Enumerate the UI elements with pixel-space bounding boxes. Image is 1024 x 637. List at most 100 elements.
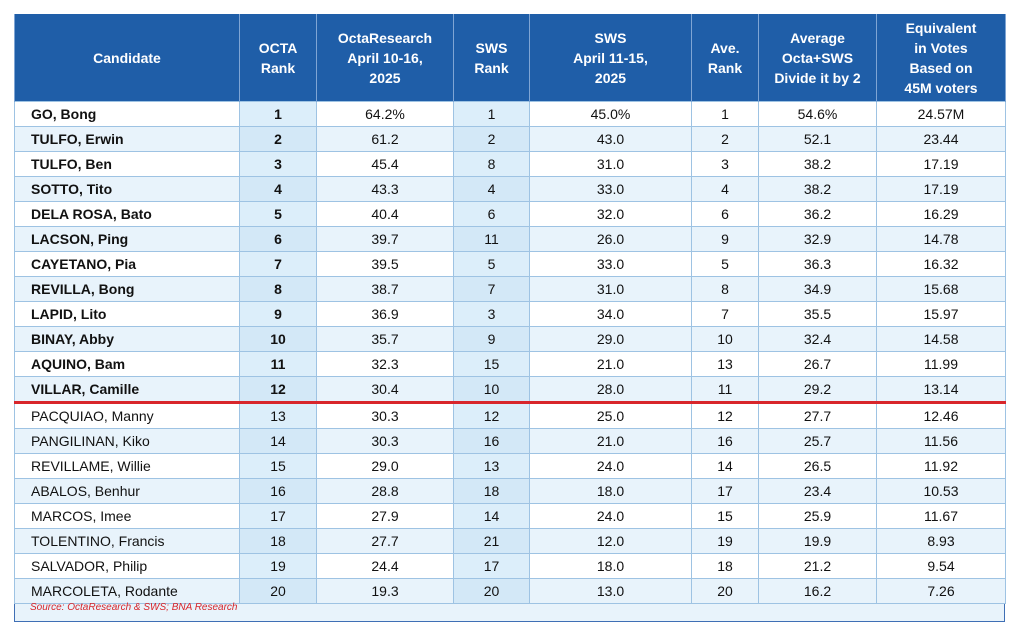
table-row: REVILLA, Bong 8 38.7 7 31.0 8 34.9 15.68 (14, 276, 1006, 302)
cell-sws-rank: 3 (453, 301, 530, 327)
cell-octa-rank: 3 (239, 151, 317, 177)
table-body: GO, Bong 1 64.2% 1 45.0% 1 54.6% 24.57M TULFO, E… (14, 101, 1006, 604)
header-line: 45M voters (904, 79, 978, 96)
cell-average: 38.2 (758, 151, 877, 177)
cell-candidate: REVILLAME, Willie (14, 453, 240, 479)
cell-average: 36.3 (758, 251, 877, 277)
cell-ave-rank: 20 (691, 578, 759, 604)
cell-sws-rank: 17 (453, 553, 530, 579)
cell-candidate: MARCOS, Imee (14, 503, 240, 529)
header-line: OCTA (258, 39, 298, 56)
table-row: BINAY, Abby 10 35.7 9 29.0 10 32.4 14.58 (14, 326, 1006, 352)
cell-octa-rank: 6 (239, 226, 317, 252)
cell-sws-rank: 7 (453, 276, 530, 302)
cell-octa-rank: 5 (239, 201, 317, 227)
cell-octa-rank: 10 (239, 326, 317, 352)
cell-sws-pct: 32.0 (529, 201, 692, 227)
cell-average: 32.4 (758, 326, 877, 352)
header-line: SWS (594, 29, 627, 46)
cell-sws-rank: 9 (453, 326, 530, 352)
cell-octa-rank: 1 (239, 101, 317, 127)
cell-ave-rank: 8 (691, 276, 759, 302)
cell-ave-rank: 18 (691, 553, 759, 579)
cell-octa-pct: 28.8 (316, 478, 454, 504)
cell-sws-rank: 21 (453, 528, 530, 554)
cell-octa-pct: 39.7 (316, 226, 454, 252)
table-row: AQUINO, Bam 11 32.3 15 21.0 13 26.7 11.99 (14, 351, 1006, 377)
cell-ave-rank: 7 (691, 301, 759, 327)
cell-octa-pct: 30.3 (316, 402, 454, 429)
table-row: SOTTO, Tito 4 43.3 4 33.0 4 38.2 17.19 (14, 176, 1006, 202)
cell-ave-rank: 14 (691, 453, 759, 479)
table-row: PACQUIAO, Manny 13 30.3 12 25.0 12 27.7 12.46 (14, 402, 1006, 429)
cell-candidate: VILLAR, Camille (14, 376, 240, 404)
cell-candidate: CAYETANO, Pia (14, 251, 240, 277)
cell-equivalent-votes: 12.46 (876, 402, 1006, 429)
cell-average: 25.7 (758, 428, 877, 454)
cell-sws-rank: 10 (453, 376, 530, 404)
cell-candidate: LAPID, Lito (14, 301, 240, 327)
cell-average: 27.7 (758, 402, 877, 429)
table-row: VILLAR, Camille 12 30.4 10 28.0 11 29.2 13.14 (14, 376, 1006, 404)
cell-equivalent-votes: 16.29 (876, 201, 1006, 227)
col-header-average: Average Octa+SWS Divide it by 2 (758, 14, 877, 102)
cell-candidate: DELA ROSA, Bato (14, 201, 240, 227)
cell-equivalent-votes: 11.99 (876, 351, 1006, 377)
header-line: Equivalent (905, 19, 977, 36)
header-line: Octa+SWS (781, 49, 854, 66)
cell-octa-pct: 64.2% (316, 101, 454, 127)
cell-octa-pct: 61.2 (316, 126, 454, 152)
cell-ave-rank: 10 (691, 326, 759, 352)
cell-sws-pct: 43.0 (529, 126, 692, 152)
cell-octa-rank: 20 (239, 578, 317, 604)
header-line: Rank (707, 59, 743, 76)
source-note: Source: OctaResearch & SWS; BNA Research (30, 602, 238, 613)
cell-sws-rank: 15 (453, 351, 530, 377)
table-row: PANGILINAN, Kiko 14 30.3 16 21.0 16 25.7 11.56 (14, 428, 1006, 454)
cell-sws-pct: 18.0 (529, 553, 692, 579)
header-line: Candidate (93, 49, 161, 66)
cell-octa-rank: 8 (239, 276, 317, 302)
table-row: MARCOLETA, Rodante 20 19.3 20 13.0 20 16.2 7.26 (14, 578, 1006, 604)
cell-ave-rank: 5 (691, 251, 759, 277)
cell-candidate: LACSON, Ping (14, 226, 240, 252)
cell-sws-rank: 5 (453, 251, 530, 277)
cell-sws-pct: 34.0 (529, 301, 692, 327)
cell-sws-pct: 24.0 (529, 453, 692, 479)
col-header-ave-rank: Ave. Rank (691, 14, 759, 102)
cell-ave-rank: 13 (691, 351, 759, 377)
cell-average: 26.7 (758, 351, 877, 377)
header-line: Ave. (710, 39, 740, 56)
cell-sws-pct: 18.0 (529, 478, 692, 504)
cell-ave-rank: 11 (691, 376, 759, 404)
cell-sws-rank: 18 (453, 478, 530, 504)
cell-average: 19.9 (758, 528, 877, 554)
cell-equivalent-votes: 10.53 (876, 478, 1006, 504)
cell-ave-rank: 6 (691, 201, 759, 227)
cell-candidate: TOLENTINO, Francis (14, 528, 240, 554)
cell-sws-rank: 1 (453, 101, 530, 127)
cell-sws-pct: 26.0 (529, 226, 692, 252)
cell-candidate: ABALOS, Benhur (14, 478, 240, 504)
table-row: TULFO, Ben 3 45.4 8 31.0 3 38.2 17.19 (14, 151, 1006, 177)
cell-octa-pct: 36.9 (316, 301, 454, 327)
table-row: DELA ROSA, Bato 5 40.4 6 32.0 6 36.2 16.29 (14, 201, 1006, 227)
cell-sws-rank: 6 (453, 201, 530, 227)
cell-equivalent-votes: 24.57M (876, 101, 1006, 127)
cell-octa-pct: 43.3 (316, 176, 454, 202)
cell-candidate: GO, Bong (14, 101, 240, 127)
cell-octa-pct: 30.4 (316, 376, 454, 404)
cell-average: 23.4 (758, 478, 877, 504)
table-row: SALVADOR, Philip 19 24.4 17 18.0 18 21.2 9.54 (14, 553, 1006, 579)
cell-ave-rank: 4 (691, 176, 759, 202)
cell-equivalent-votes: 15.68 (876, 276, 1006, 302)
header-line: Average (790, 29, 845, 46)
cell-octa-rank: 15 (239, 453, 317, 479)
cell-ave-rank: 12 (691, 402, 759, 429)
cell-sws-pct: 31.0 (529, 276, 692, 302)
table-row: ABALOS, Benhur 16 28.8 18 18.0 17 23.4 10.53 (14, 478, 1006, 504)
cell-octa-pct: 35.7 (316, 326, 454, 352)
cell-candidate: SOTTO, Tito (14, 176, 240, 202)
cell-equivalent-votes: 15.97 (876, 301, 1006, 327)
cell-sws-pct: 21.0 (529, 351, 692, 377)
